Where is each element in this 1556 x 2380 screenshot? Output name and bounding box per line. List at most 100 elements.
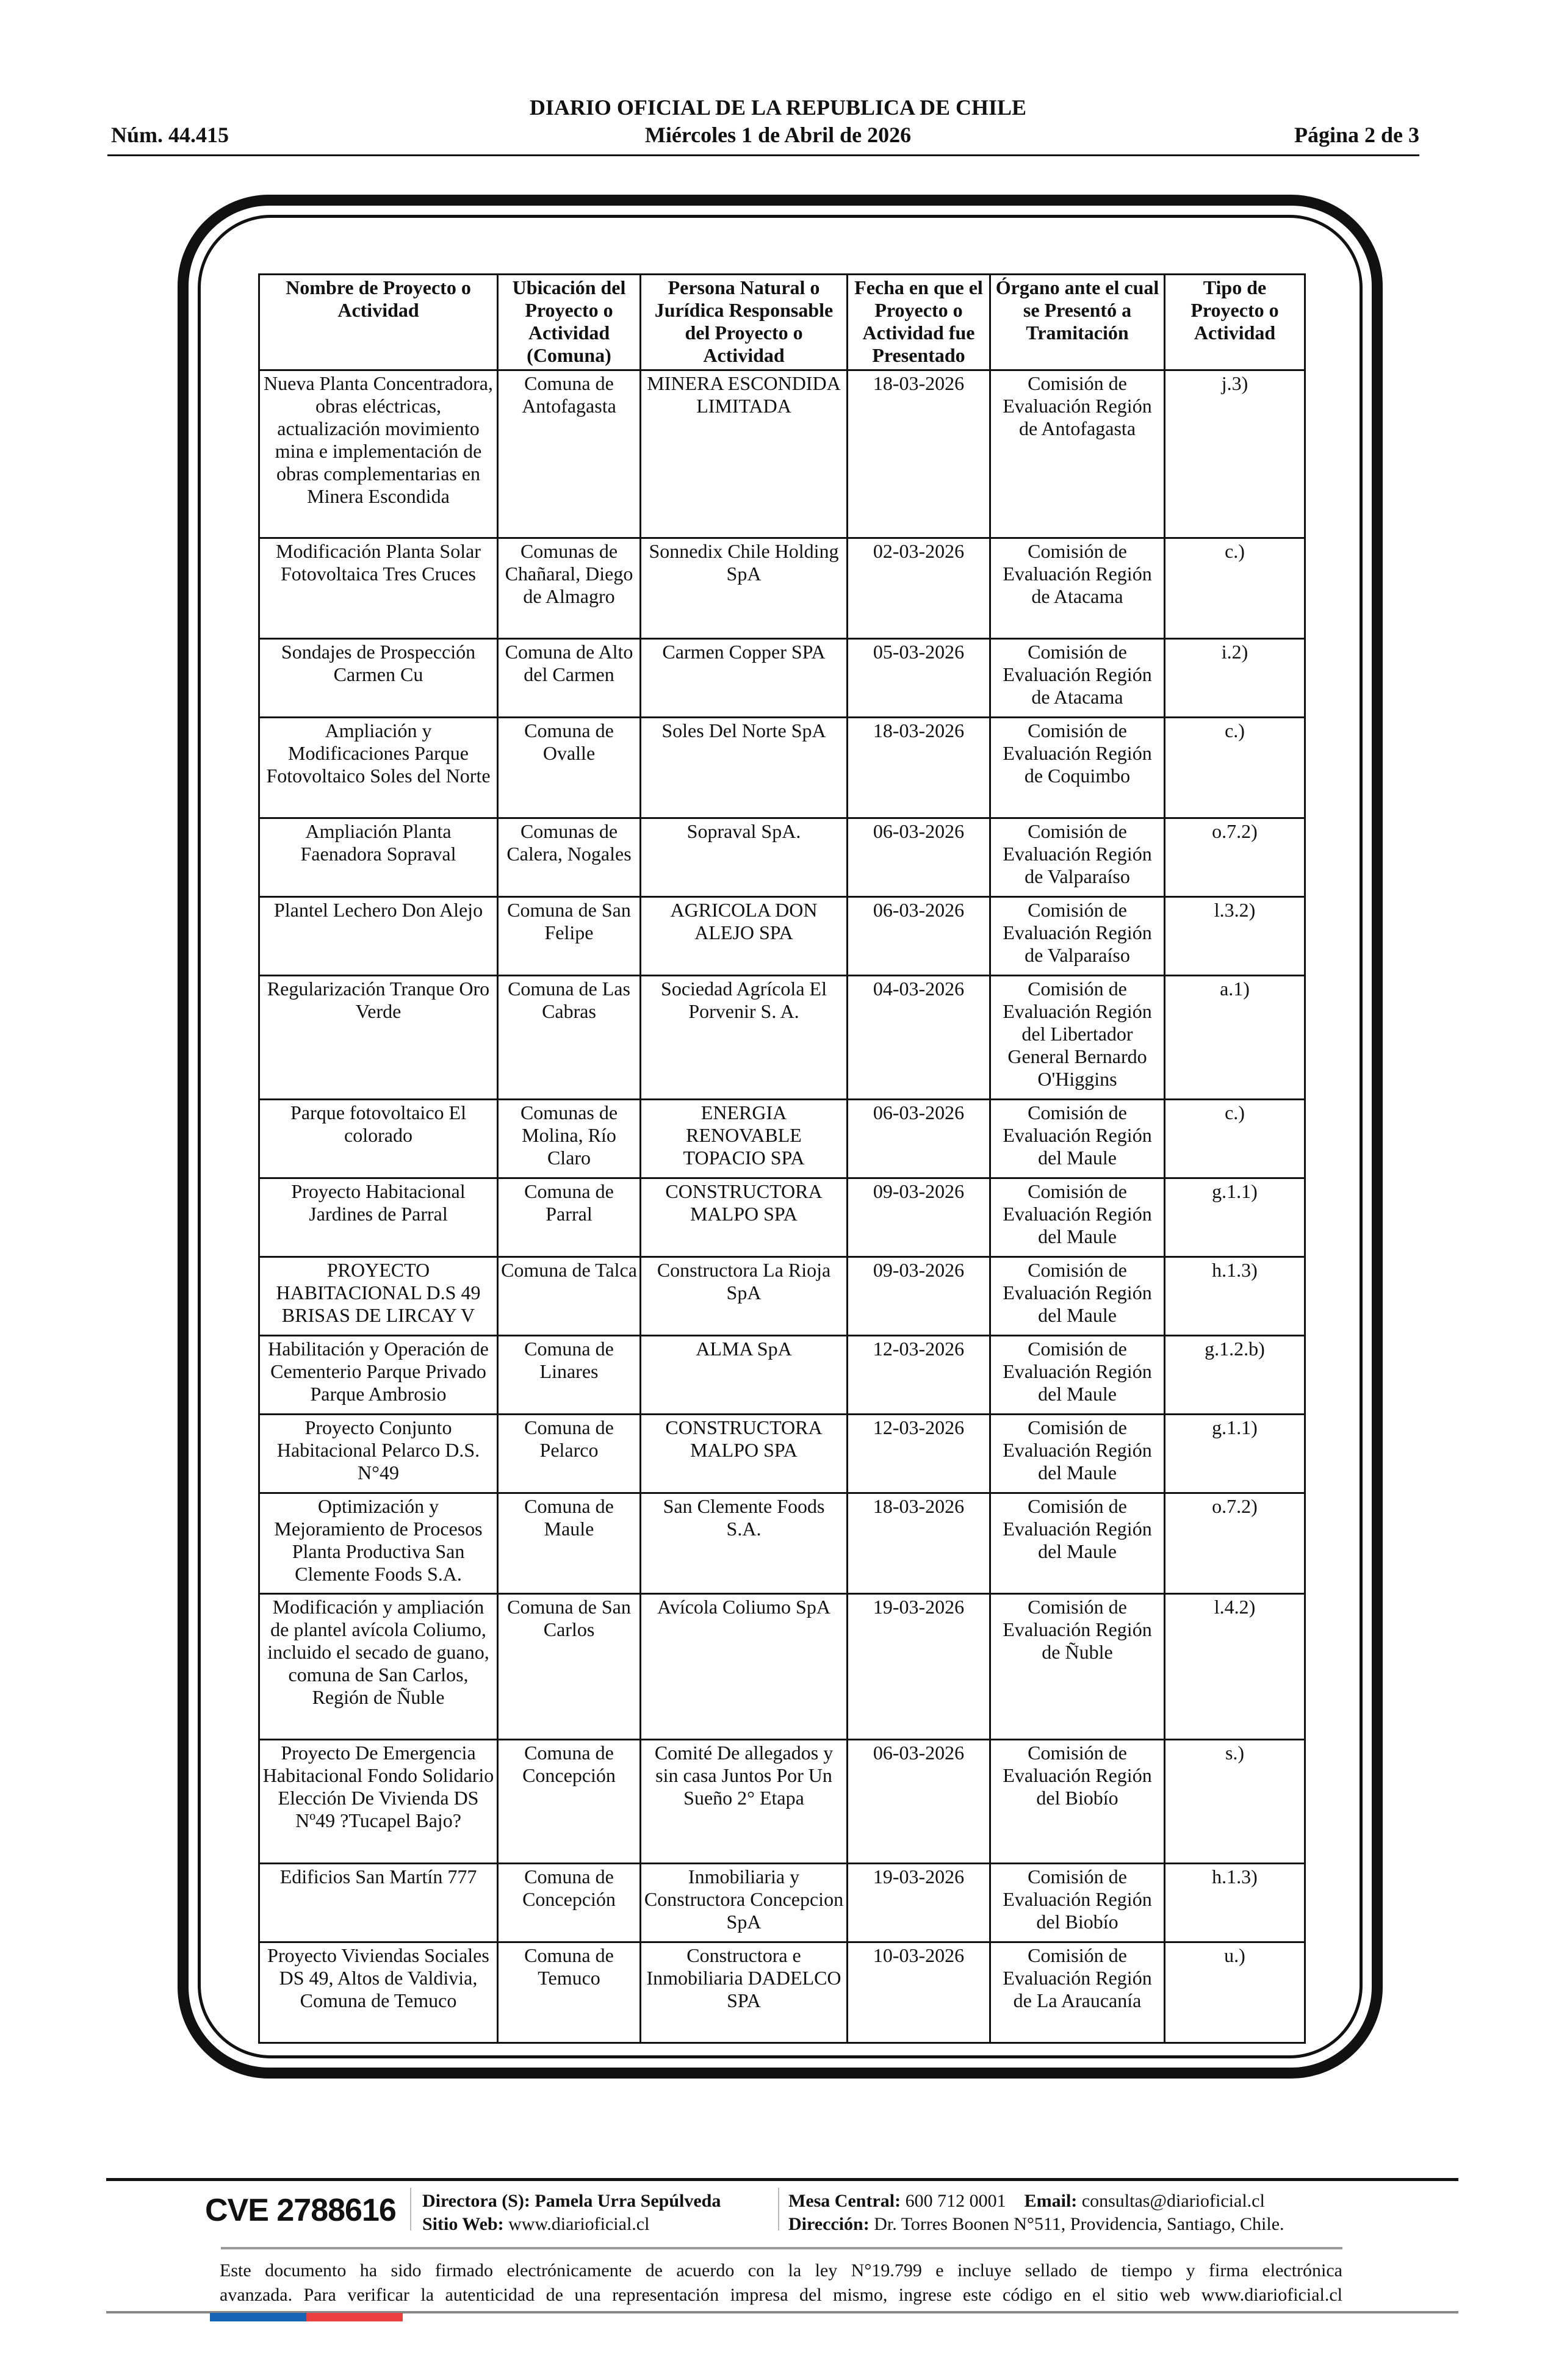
table-cell: PROYECTO HABITACIONAL D.S 49 BRISAS DE L… bbox=[258, 1256, 499, 1336]
table-header-row: Nombre de Proyecto o Actividad Ubicación … bbox=[258, 273, 1306, 371]
table-row: Parque fotovoltaico El colorado Comunas d… bbox=[258, 1098, 1306, 1179]
table-cell: CONSTRUCTORA MALPO SPA bbox=[639, 1177, 848, 1258]
table-cell: Comunas de Chañaral, Diego de Almagro bbox=[497, 537, 641, 640]
footer-separator bbox=[778, 2188, 779, 2230]
flag-red-bar bbox=[306, 2313, 403, 2321]
table-cell: Comisión de Evaluación Región de La Arau… bbox=[989, 1941, 1165, 2044]
contact-info: Mesa Central: 600 712 0001 Email: consul… bbox=[788, 2191, 1265, 2212]
table-cell: Comuna de Las Cabras bbox=[497, 975, 641, 1100]
table-cell: Carmen Copper SPA bbox=[639, 638, 848, 718]
table-row: Proyecto De Emergencia Habitacional Fond… bbox=[258, 1739, 1306, 1864]
address: Dr. Torres Boonen N°511, Providencia, Sa… bbox=[874, 2214, 1284, 2234]
table-cell: Comuna de Maule bbox=[497, 1492, 641, 1595]
table-cell: Proyecto Conjunto Habitacional Pelarco D… bbox=[258, 1413, 499, 1494]
table-cell: Comisión de Evaluación Región de Antofag… bbox=[989, 369, 1165, 539]
table-cell: Comunas de Calera, Nogales bbox=[497, 817, 641, 898]
phone-number: 600 712 0001 bbox=[905, 2191, 1006, 2211]
table-cell: 18-03-2026 bbox=[846, 1492, 991, 1595]
signature-note-line1: Este documento ha sido firmado electróni… bbox=[220, 2260, 1342, 2281]
table-cell: 06-03-2026 bbox=[846, 896, 991, 976]
table-cell: u.) bbox=[1164, 1941, 1306, 2044]
issue-date: Miércoles 1 de Abril de 2026 bbox=[644, 123, 912, 147]
table-row: Proyecto Habitacional Jardines de Parral… bbox=[258, 1177, 1306, 1258]
table-cell: a.1) bbox=[1164, 975, 1306, 1100]
table-cell: 18-03-2026 bbox=[846, 369, 991, 539]
table-cell: Ampliación y Modificaciones Parque Fotov… bbox=[258, 716, 499, 819]
website-info: Sitio Web: www.diarioficial.cl bbox=[422, 2214, 649, 2235]
table-cell: Comuna de Temuco bbox=[497, 1941, 641, 2044]
table-cell: 06-03-2026 bbox=[846, 1098, 991, 1179]
table-cell: Ampliación Planta Faenadora Sopraval bbox=[258, 817, 499, 898]
table-cell: Comuna de Alto del Carmen bbox=[497, 638, 641, 718]
projects-table: Nombre de Proyecto o Actividad Ubicación … bbox=[258, 273, 1306, 2044]
table-cell: Comisión de Evaluación Región de Atacama bbox=[989, 537, 1165, 640]
table-row: Plantel Lechero Don Alejo Comuna de San F… bbox=[258, 896, 1306, 976]
table-cell: Comisión de Evaluación Región del Maule bbox=[989, 1177, 1165, 1258]
table-row: Ampliación y Modificaciones Parque Fotov… bbox=[258, 716, 1306, 819]
table-cell: 12-03-2026 bbox=[846, 1335, 991, 1415]
table-cell: g.1.1) bbox=[1164, 1413, 1306, 1494]
table-cell: s.) bbox=[1164, 1739, 1306, 1864]
newspaper-title: DIARIO OFICIAL DE LA REPUBLICA DE CHILE bbox=[529, 95, 1027, 120]
table-cell: 10-03-2026 bbox=[846, 1941, 991, 2044]
table-row: Regularización Tranque Oro Verde Comuna d… bbox=[258, 975, 1306, 1100]
table-cell: Comisión de Evaluación Región del Maule bbox=[989, 1256, 1165, 1336]
table-row: Habilitación y Operación de Cementerio P… bbox=[258, 1335, 1306, 1415]
table-row: Modificación y ampliación de plantel aví… bbox=[258, 1593, 1306, 1740]
table-cell: l.4.2) bbox=[1164, 1593, 1306, 1740]
table-cell: 19-03-2026 bbox=[846, 1863, 991, 1943]
table-cell: 09-03-2026 bbox=[846, 1177, 991, 1258]
footer-separator bbox=[410, 2188, 411, 2230]
website-link[interactable]: www.diarioficial.cl bbox=[508, 2214, 650, 2234]
column-header: Persona Natural o Jurídica Responsable d… bbox=[639, 273, 848, 371]
table-cell: Comuna de Antofagasta bbox=[497, 369, 641, 539]
issue-number: Núm. 44.415 bbox=[111, 123, 229, 147]
column-header: Tipo de Proyecto o Actividad bbox=[1164, 273, 1306, 371]
table-cell: Comuna de San Carlos bbox=[497, 1593, 641, 1740]
table-cell: Inmobiliaria y Constructora Concepcion S… bbox=[639, 1863, 848, 1943]
table-cell: Proyecto Habitacional Jardines de Parral bbox=[258, 1177, 499, 1258]
table-row: Proyecto Viviendas Sociales DS 49, Altos… bbox=[258, 1941, 1306, 2044]
footer-divider bbox=[106, 2178, 1458, 2181]
table-cell: Regularización Tranque Oro Verde bbox=[258, 975, 499, 1100]
table-cell: Proyecto De Emergencia Habitacional Fond… bbox=[258, 1739, 499, 1864]
table-cell: Sonnedix Chile Holding SpA bbox=[639, 537, 848, 640]
table-cell: San Clemente Foods S.A. bbox=[639, 1492, 848, 1595]
table-cell: Comisión de Evaluación Región de Ñuble bbox=[989, 1593, 1165, 1740]
header-divider bbox=[107, 154, 1419, 156]
page-frame-inner bbox=[198, 215, 1363, 2058]
table-cell: ENERGIA RENOVABLE TOPACIO SPA bbox=[639, 1098, 848, 1179]
table-row: Optimización y Mejoramiento de Procesos … bbox=[258, 1492, 1306, 1595]
table-cell: Comisión de Evaluación Región del Maule bbox=[989, 1413, 1165, 1494]
table-cell: 02-03-2026 bbox=[846, 537, 991, 640]
table-cell: c.) bbox=[1164, 1098, 1306, 1179]
directora-info: Directora (S): Pamela Urra Sepúlveda bbox=[422, 2191, 721, 2212]
table-cell: Comuna de Concepción bbox=[497, 1863, 641, 1943]
cve-code: CVE 2788616 bbox=[205, 2193, 397, 2228]
table-cell: Comisión de Evaluación Región de Coquimb… bbox=[989, 716, 1165, 819]
table-cell: 04-03-2026 bbox=[846, 975, 991, 1100]
table-cell: MINERA ESCONDIDA LIMITADA bbox=[639, 369, 848, 539]
footer-bottom-divider bbox=[106, 2311, 1458, 2313]
table-cell: 06-03-2026 bbox=[846, 817, 991, 898]
table-cell: AGRICOLA DON ALEJO SPA bbox=[639, 896, 848, 976]
table-cell: 05-03-2026 bbox=[846, 638, 991, 718]
table-cell: g.1.1) bbox=[1164, 1177, 1306, 1258]
table-cell: j.3) bbox=[1164, 369, 1306, 539]
table-cell: Comuna de Talca bbox=[497, 1256, 641, 1336]
flag-blue-bar bbox=[210, 2313, 306, 2321]
page-frame bbox=[178, 195, 1383, 2079]
directora-name: Pamela Urra Sepúlveda bbox=[535, 2191, 721, 2211]
table-cell: Soles Del Norte SpA bbox=[639, 716, 848, 819]
table-row: Modificación Planta Solar Fotovoltaica T… bbox=[258, 537, 1306, 640]
table-cell: Comisión de Evaluación Región del Libert… bbox=[989, 975, 1165, 1100]
table-cell: Comunas de Molina, Río Claro bbox=[497, 1098, 641, 1179]
page-number: Página 2 de 3 bbox=[1294, 123, 1419, 147]
mesa-label: Mesa Central: bbox=[788, 2191, 901, 2211]
directora-label: Directora (S): bbox=[422, 2191, 530, 2211]
address-label: Dirección: bbox=[788, 2214, 870, 2234]
table-cell: ALMA SpA bbox=[639, 1335, 848, 1415]
email-link[interactable]: consultas@diarioficial.cl bbox=[1081, 2191, 1265, 2211]
column-header: Ubicación del Proyecto o Actividad (Comu… bbox=[497, 273, 641, 371]
table-row: Ampliación Planta Faenadora Sopraval Comu… bbox=[258, 817, 1306, 898]
